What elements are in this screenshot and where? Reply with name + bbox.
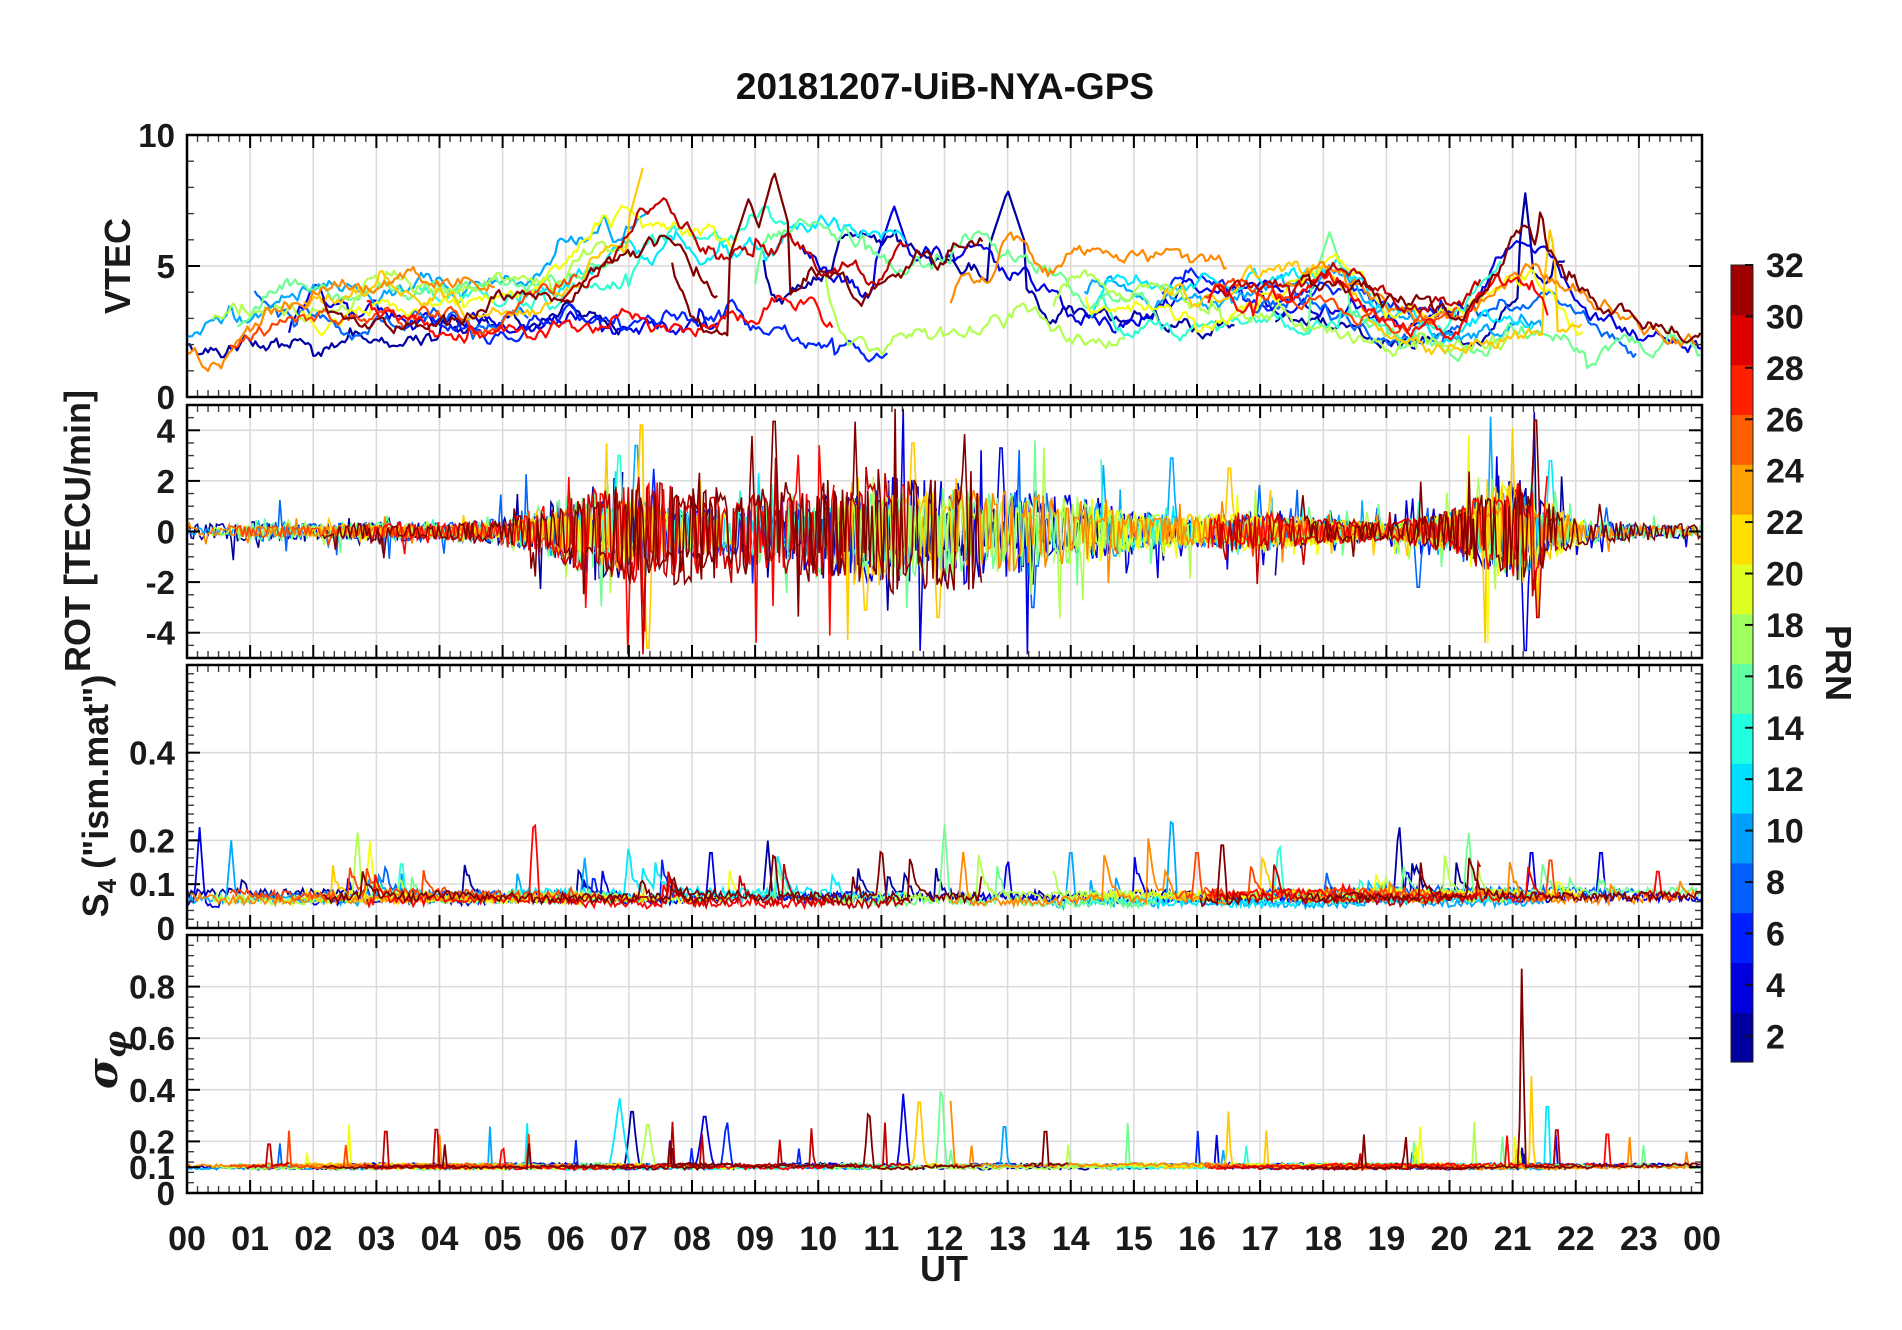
series-vtec-prn-24 xyxy=(186,231,1698,373)
x-tick-label: 12 xyxy=(926,1220,964,1258)
colorbar-tick-label: 20 xyxy=(1766,556,1804,594)
series-sigmaphi-prn-24 xyxy=(186,1100,1698,1171)
x-tick-label: 13 xyxy=(989,1220,1027,1258)
colorbar-tick-label: 6 xyxy=(1766,915,1785,953)
x-tick-label: 09 xyxy=(736,1220,774,1258)
colorbar-tick-label: 2 xyxy=(1766,1018,1785,1056)
y-tick-label-rot: 2 xyxy=(157,463,175,500)
x-tick-label: 11 xyxy=(863,1220,899,1258)
x-tick-label: 10 xyxy=(799,1220,837,1258)
colorbar-tick-label: 24 xyxy=(1766,453,1804,491)
panel-border-sigma_phi xyxy=(185,933,1704,1195)
x-tick-label: 23 xyxy=(1620,1220,1658,1258)
panel-border-vtec xyxy=(185,133,1704,399)
x-tick-label: 07 xyxy=(610,1220,648,1258)
x-tick-label: 15 xyxy=(1115,1220,1153,1258)
y-tick-label-vtec: 5 xyxy=(157,248,175,285)
x-tick-label: 17 xyxy=(1241,1220,1279,1258)
y-tick-label-s4: 0.1 xyxy=(129,866,175,903)
x-tick-label: 06 xyxy=(547,1220,585,1258)
series-sigmaphi-prn-16 xyxy=(236,1091,1701,1170)
y-tick-label-sigma_phi: 0.8 xyxy=(129,969,175,1006)
x-tick-label: 22 xyxy=(1557,1220,1595,1258)
colorbar-tick-label: 10 xyxy=(1766,813,1804,851)
panel-s4 xyxy=(187,665,1702,928)
series-s4-prn-32 xyxy=(322,844,1701,908)
series-vtec-prn-22 xyxy=(302,167,1583,356)
y-tick-label-vtec: 0 xyxy=(157,379,175,416)
y-tick-label-rot: 0 xyxy=(157,514,175,551)
y-tick-label-vtec: 10 xyxy=(138,117,175,154)
x-tick-label: 20 xyxy=(1431,1220,1469,1258)
x-tick-label: 00 xyxy=(1683,1220,1721,1258)
colorbar-tick-label: 32 xyxy=(1766,247,1804,285)
x-tick-label: 03 xyxy=(357,1220,395,1258)
series-vtec-prn-20 xyxy=(300,204,1584,337)
series-rot-prn-32 xyxy=(322,408,1702,617)
x-tick-label: 16 xyxy=(1178,1220,1216,1258)
gridlines-s4 xyxy=(187,665,1702,928)
colorbar-tick-label: 8 xyxy=(1766,864,1785,902)
colorbar-tick-label: 12 xyxy=(1766,761,1804,799)
panel-border-rot xyxy=(185,403,1704,660)
panel-sigma_phi xyxy=(187,935,1702,1193)
colorbar-tick-label: 22 xyxy=(1766,504,1804,542)
colorbar-tick-label: 4 xyxy=(1766,967,1785,1005)
x-tick-label: 00 xyxy=(168,1220,206,1258)
x-tick-label: 19 xyxy=(1367,1220,1405,1258)
x-tick-label: 14 xyxy=(1052,1220,1090,1258)
series-vtec-prn-30 xyxy=(560,197,1482,315)
y-tick-label-sigma_phi: 0.2 xyxy=(129,1123,175,1160)
y-tick-label-s4: 0.4 xyxy=(129,735,176,772)
colorbar-tick-label: 16 xyxy=(1766,658,1804,696)
panel-border-s4 xyxy=(185,663,1704,930)
series-vtec-prn-32 xyxy=(321,172,1702,344)
xlabel-ut: UT xyxy=(920,1248,968,1289)
x-tick-label: 01 xyxy=(231,1220,269,1258)
y-tick-label-rot: 4 xyxy=(157,412,176,449)
series-vtec-prn-18 xyxy=(211,240,1510,358)
colorbar-tick-label: 28 xyxy=(1766,350,1804,388)
y-tick-label-sigma_phi: 0 xyxy=(157,1175,175,1212)
panel-vtec xyxy=(187,135,1702,397)
colorbar-tick-label: 30 xyxy=(1766,298,1804,336)
x-tick-label: 21 xyxy=(1494,1220,1532,1258)
chart-title: 20181207-UiB-NYA-GPS xyxy=(735,66,1155,107)
series-sigmaphi-prn-32 xyxy=(322,968,1701,1172)
x-tick-label: 02 xyxy=(294,1220,332,1258)
y-tick-label-sigma_phi: 0.6 xyxy=(129,1020,175,1057)
x-tick-label: 05 xyxy=(484,1220,522,1258)
colorbar-tick-label: 14 xyxy=(1766,710,1804,748)
y-tick-label-s4: 0.2 xyxy=(129,822,175,859)
y-tick-label-rot: -4 xyxy=(146,615,176,652)
y-tick-label-rot: -2 xyxy=(146,564,175,601)
series-s4-prn-30 xyxy=(560,859,1482,911)
series-vtec-prn-14 xyxy=(417,205,1502,344)
x-tick-label: 18 xyxy=(1304,1220,1342,1258)
colorbar-tick-label: 26 xyxy=(1766,401,1804,439)
y-tick-label-sigma_phi: 0.1 xyxy=(129,1149,175,1186)
gridlines-vtec xyxy=(187,135,1702,397)
y-tick-label-s4: 0 xyxy=(157,910,175,947)
x-tick-label: 08 xyxy=(673,1220,711,1258)
colorbar-tick-label: 18 xyxy=(1766,607,1804,645)
gridlines-sigma_phi xyxy=(187,935,1702,1193)
x-tick-label: 04 xyxy=(421,1220,459,1258)
y-tick-label-sigma_phi: 0.4 xyxy=(129,1072,176,1109)
